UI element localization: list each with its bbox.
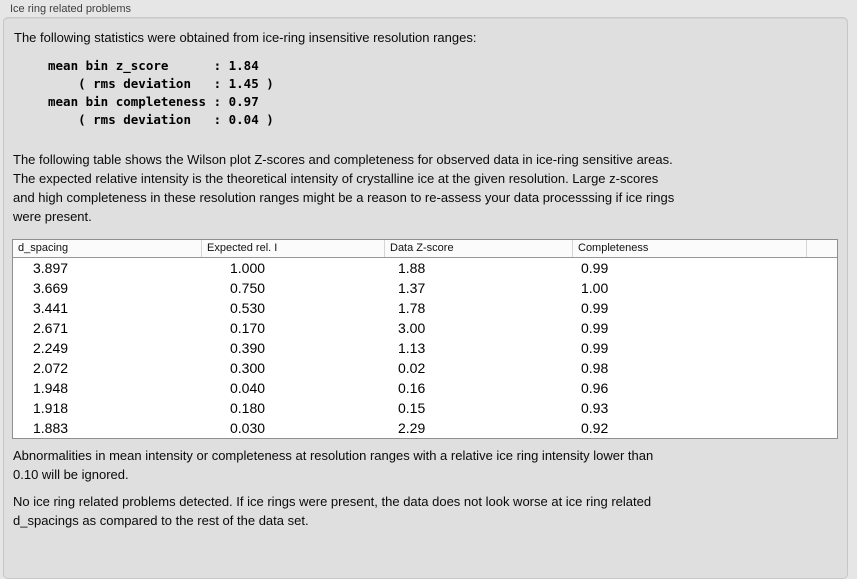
table-row[interactable]: 2.072 0.300 0.02 0.98 [13, 358, 837, 378]
table-cell-completeness: 1.00 [581, 280, 609, 296]
column-header-expected-rel-i[interactable]: Expected rel. I [202, 240, 385, 257]
table-cell-data-z-score: 0.15 [398, 400, 426, 416]
table-cell-expected-rel-i: 0.180 [230, 400, 266, 416]
table-row[interactable]: 3.897 1.000 1.88 0.99 [13, 258, 837, 278]
table-cell-expected-rel-i: 0.530 [230, 300, 266, 316]
table-intro-text: The following table shows the Wilson plo… [13, 152, 675, 224]
table-row[interactable]: 2.249 0.390 1.13 0.99 [13, 338, 837, 358]
table-cell-data-z-score: 0.02 [398, 360, 426, 376]
ignore-threshold-note: Abnormalities in mean intensity or compl… [13, 448, 654, 482]
table-cell-completeness: 0.98 [581, 360, 609, 376]
table-cell-completeness: 0.93 [581, 400, 609, 416]
table-cell-expected-rel-i: 0.750 [230, 280, 266, 296]
table-row[interactable]: 1.948 0.040 0.16 0.96 [13, 378, 837, 398]
table-cell-data-z-score: 1.88 [398, 260, 426, 276]
table-cell-d-spacing: 3.441 [33, 300, 69, 316]
table-row[interactable]: 3.669 0.750 1.37 1.00 [13, 278, 837, 298]
table-cell-data-z-score: 1.78 [398, 300, 426, 316]
table-cell-d-spacing: 1.883 [33, 420, 69, 436]
column-header-d-spacing[interactable]: d_spacing [13, 240, 202, 257]
table-cell-expected-rel-i: 0.300 [230, 360, 266, 376]
column-header-completeness[interactable]: Completeness [573, 240, 807, 257]
panel-title: Ice ring related problems [10, 3, 132, 15]
table-row[interactable]: 3.441 0.530 1.78 0.99 [13, 298, 837, 318]
table-cell-completeness: 0.99 [581, 260, 609, 276]
table-cell-d-spacing: 2.249 [33, 340, 69, 356]
table-cell-expected-rel-i: 0.170 [230, 320, 266, 336]
table-cell-d-spacing: 1.918 [33, 400, 69, 416]
table-cell-d-spacing: 2.671 [33, 320, 69, 336]
table-cell-data-z-score: 2.29 [398, 420, 426, 436]
table-cell-data-z-score: 1.37 [398, 280, 426, 296]
table-cell-completeness: 0.99 [581, 340, 609, 356]
table-cell-d-spacing: 3.897 [33, 260, 69, 276]
table-cell-expected-rel-i: 1.000 [230, 260, 266, 276]
table-cell-completeness: 0.99 [581, 320, 609, 336]
table-cell-completeness: 0.96 [581, 380, 609, 396]
table-cell-completeness: 0.92 [581, 420, 609, 436]
table-cell-expected-rel-i: 0.040 [230, 380, 266, 396]
ice-ring-panel-page: { "panel": { "title": "Ice ring related … [3, 3, 848, 579]
result-note: No ice ring related problems detected. I… [13, 494, 652, 528]
table-row[interactable]: 2.671 0.170 3.00 0.99 [13, 318, 837, 338]
column-header-data-z-score[interactable]: Data Z-score [385, 240, 573, 257]
table-cell-d-spacing: 3.669 [33, 280, 69, 296]
column-header-filler [807, 240, 837, 257]
intro-text: The following statistics were obtained f… [14, 30, 477, 45]
table-row[interactable]: 1.918 0.180 0.15 0.93 [13, 398, 837, 418]
table-header-row: d_spacing Expected rel. I Data Z-score Comp… [13, 240, 837, 258]
stats-block: mean bin z_score : 1.84 ( rms deviation … [48, 58, 274, 127]
table-cell-data-z-score: 3.00 [398, 320, 426, 336]
table-cell-d-spacing: 2.072 [33, 360, 69, 376]
table-row[interactable]: 1.883 0.030 2.29 0.92 [13, 418, 837, 438]
table-cell-completeness: 0.99 [581, 300, 609, 316]
table-cell-d-spacing: 1.948 [33, 380, 69, 396]
table-body: 3.897 1.000 1.88 0.99 3.669 0.750 1.37 1.00 3.44… [13, 258, 837, 438]
table-cell-data-z-score: 0.16 [398, 380, 426, 396]
table-cell-data-z-score: 1.13 [398, 340, 426, 356]
table-cell-expected-rel-i: 0.390 [230, 340, 266, 356]
ice-ring-table[interactable]: d_spacing Expected rel. I Data Z-score Comp… [12, 239, 838, 439]
table-cell-expected-rel-i: 0.030 [230, 420, 266, 436]
